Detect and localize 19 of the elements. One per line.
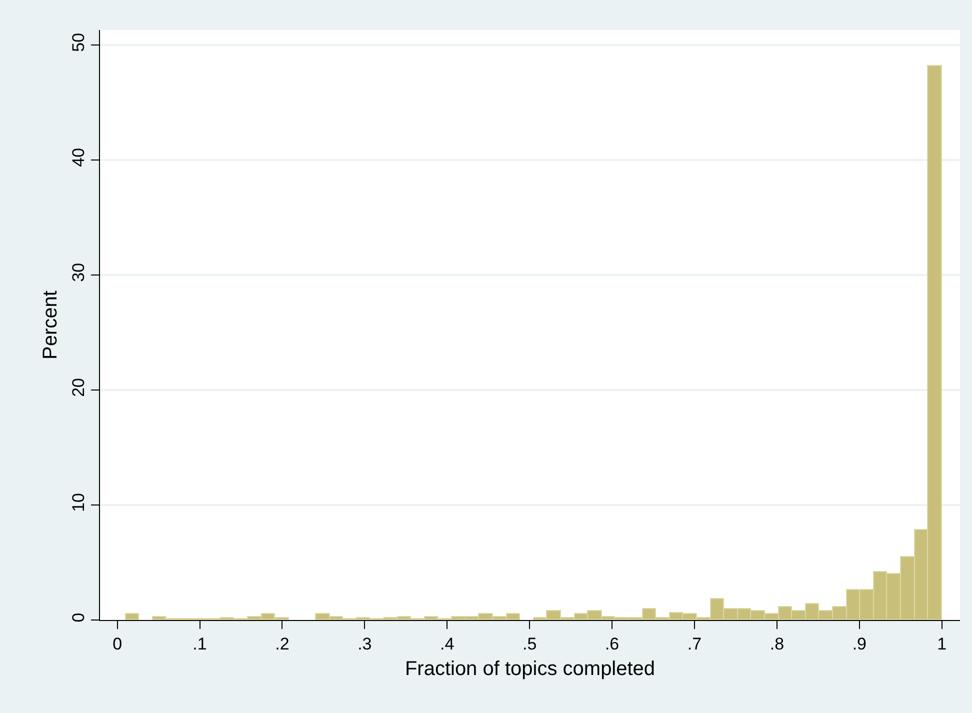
x-tick-label: .6	[604, 634, 620, 654]
x-tick-label: .5	[522, 634, 537, 654]
x-tick-label: .2	[275, 634, 290, 654]
x-tick-label: .7	[687, 634, 702, 654]
y-tick-label: 20	[69, 378, 88, 397]
y-tick-label: 10	[69, 492, 88, 512]
x-tick-label: .9	[852, 634, 867, 654]
y-tick-label: 0	[69, 612, 88, 622]
x-tick-label: 0	[112, 634, 122, 654]
y-tick-label: 40	[69, 148, 88, 167]
x-tick-label: .4	[440, 634, 454, 654]
x-tick-label: .1	[192, 634, 207, 654]
x-tick-label: 1	[937, 634, 947, 654]
y-tick-label: 50	[69, 32, 88, 52]
y-axis-title: Percent	[40, 290, 62, 360]
x-tick-label: .8	[770, 634, 784, 654]
x-axis-title: Fraction of topics completed	[404, 658, 656, 680]
y-tick-label: 30	[69, 262, 88, 282]
x-tick-label: .3	[358, 634, 372, 654]
